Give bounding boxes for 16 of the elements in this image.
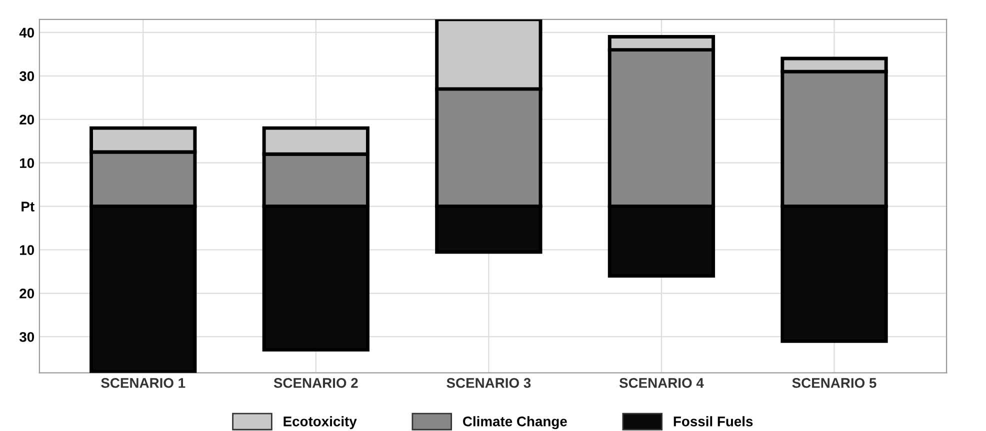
x-tick-label: SCENARIO 1 (101, 378, 186, 388)
y-tick-label: Pt (22, 202, 34, 212)
legend-label: Ecotoxicity (284, 416, 357, 430)
x-tick-label: SCENARIO 5 (792, 378, 876, 388)
y-tick-label: 20 (20, 288, 34, 298)
x-tick-label: SCENARIO 4 (619, 378, 704, 388)
x-tick-label: SCENARIO 3 (446, 378, 531, 388)
y-tick-label: 10 (20, 245, 34, 255)
legend-label: Climate Change (463, 416, 567, 430)
y-tick-label: 30 (19, 71, 34, 82)
y-tick-label: 10 (20, 158, 34, 168)
y-tick-label: 30 (19, 332, 34, 342)
y-tick-label: 20 (20, 114, 34, 125)
y-tick-label: 40 (19, 28, 34, 38)
x-tick-label: SCENARIO 2 (274, 378, 358, 388)
legend-label: Fossil Fuels (674, 416, 753, 426)
